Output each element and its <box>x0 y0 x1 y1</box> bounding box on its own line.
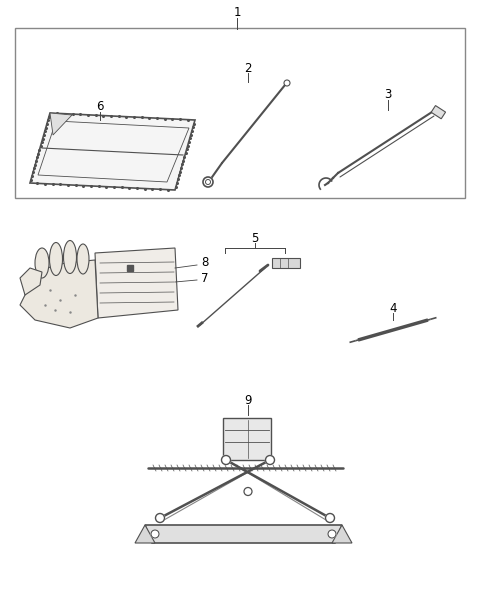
Text: 3: 3 <box>384 88 392 101</box>
Ellipse shape <box>49 243 62 276</box>
Text: 8: 8 <box>201 256 209 270</box>
Polygon shape <box>20 268 42 295</box>
Bar <box>431 105 445 119</box>
Circle shape <box>221 455 230 465</box>
Polygon shape <box>50 113 72 135</box>
Polygon shape <box>135 525 155 543</box>
Circle shape <box>284 80 290 86</box>
Polygon shape <box>332 525 352 543</box>
Text: 6: 6 <box>96 101 104 114</box>
Bar <box>223 418 271 460</box>
Circle shape <box>325 514 335 522</box>
Circle shape <box>265 455 275 465</box>
Circle shape <box>156 514 165 522</box>
Text: 5: 5 <box>252 231 259 244</box>
Polygon shape <box>30 113 195 190</box>
Circle shape <box>244 488 252 495</box>
Bar <box>272 258 300 268</box>
Polygon shape <box>95 248 178 318</box>
Polygon shape <box>38 121 189 182</box>
Ellipse shape <box>35 248 49 278</box>
Text: 7: 7 <box>201 272 209 284</box>
Text: 4: 4 <box>389 302 397 315</box>
Text: 1: 1 <box>233 6 241 19</box>
Polygon shape <box>145 525 342 543</box>
Circle shape <box>328 530 336 538</box>
Ellipse shape <box>63 240 76 273</box>
Bar <box>15 28 465 198</box>
Circle shape <box>203 177 213 187</box>
Polygon shape <box>20 260 98 328</box>
Text: 2: 2 <box>244 61 252 74</box>
Circle shape <box>151 530 159 538</box>
Ellipse shape <box>77 244 89 274</box>
Text: 9: 9 <box>244 393 252 406</box>
